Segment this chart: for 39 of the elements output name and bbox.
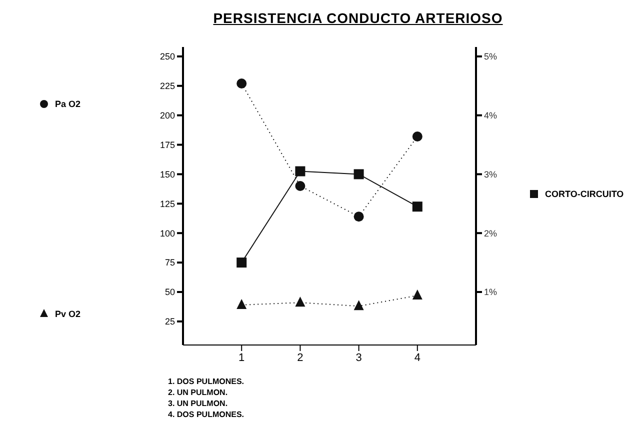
y2-tick-label: 3% — [484, 169, 498, 180]
y-tick-label: 100 — [160, 228, 175, 238]
point — [354, 212, 364, 222]
y-tick-label: 150 — [160, 169, 175, 180]
x-tick-label: 2 — [297, 352, 304, 364]
chart-title: PERSISTENCIA CONDUCTO ARTERIOSO — [212, 10, 504, 26]
y-tick-label: 175 — [160, 140, 175, 150]
point — [354, 169, 364, 180]
text: 4. DOS PULMONES. — [168, 409, 244, 420]
point — [412, 202, 422, 212]
y-tick-label: 75 — [164, 258, 175, 268]
text: 2. UN PULMON. — [168, 387, 229, 398]
legend-label: Pv O2 — [55, 309, 81, 319]
y2-tick-label: 5% — [484, 52, 498, 62]
point — [354, 300, 364, 310]
legend-label: Pa O2 — [55, 99, 81, 109]
y-tick-label: 50 — [164, 287, 175, 298]
point — [236, 258, 247, 268]
point — [236, 78, 247, 89]
y-tick-label: 25 — [164, 316, 175, 327]
x-tick-label: 1 — [238, 352, 245, 364]
point — [236, 298, 247, 309]
point — [412, 132, 422, 142]
y2-tick-label: 4% — [484, 110, 498, 121]
text: 3. UN PULMON. — [168, 398, 229, 409]
y2-tick-label: 1% — [484, 287, 498, 298]
point — [295, 296, 306, 307]
point — [412, 290, 422, 300]
y-tick-label: 200 — [160, 110, 175, 121]
y-tick-label: 225 — [160, 81, 175, 92]
point — [295, 166, 306, 176]
text: 1. DOS PULMONES. — [168, 376, 244, 387]
x-tick-label: 4 — [414, 352, 420, 364]
y-tick-label: 250 — [160, 52, 175, 62]
y2-tick-label: 2% — [484, 228, 498, 238]
legend-label: CORTO-CIRCUITO — [545, 189, 624, 199]
x-tick-label: 3 — [356, 352, 362, 364]
y-tick-label: 125 — [160, 198, 175, 209]
point — [295, 180, 306, 191]
